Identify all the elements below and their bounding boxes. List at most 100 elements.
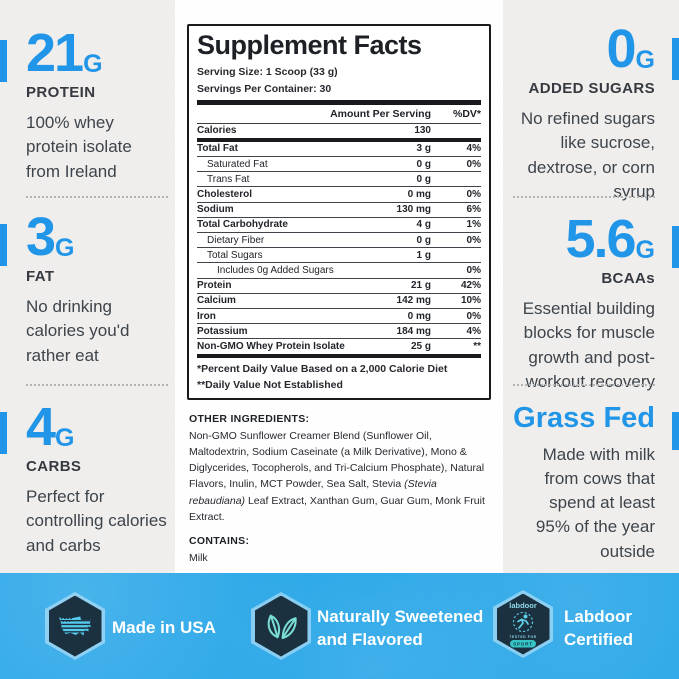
row-amount: 0 mg bbox=[407, 189, 431, 201]
stat-grass-fed: Grass Fed Made with milk from cows that … bbox=[513, 404, 655, 564]
row-amount: 130 bbox=[414, 125, 431, 137]
badge-label-usa: Made in USA bbox=[112, 618, 216, 637]
stat-number: 3 bbox=[26, 207, 56, 267]
badge-label-labdoor: Labdoor Certified bbox=[564, 607, 633, 649]
row-name: Dietary Fiber bbox=[207, 234, 265, 246]
labdoor-badge-icon: labdoor TESTED FOR SPORT bbox=[509, 601, 537, 648]
dotted-divider bbox=[513, 384, 655, 386]
row-amount: 0 g bbox=[416, 158, 431, 170]
table-row: Trans Fat 0 g bbox=[197, 172, 481, 188]
row-dv: ** bbox=[473, 340, 481, 352]
leaves-icon bbox=[267, 614, 297, 640]
row-amount: 184 mg bbox=[396, 325, 431, 337]
row-dv: 4% bbox=[466, 143, 481, 155]
table-row: Protein 21 g 42% bbox=[197, 279, 481, 294]
stat-value: 5.6 G bbox=[513, 212, 655, 266]
row-amount: 3 g bbox=[416, 143, 431, 155]
stat-value: 0 G bbox=[513, 19, 656, 79]
edge-accent-tab bbox=[672, 38, 679, 80]
table-row: Total Sugars 1 g bbox=[197, 248, 481, 264]
row-amount: 25 g bbox=[410, 340, 431, 352]
stat-carbs: 4 G CARBS Perfect for controlling calori… bbox=[26, 397, 168, 558]
stat-value: 21 G bbox=[26, 23, 168, 83]
stat-unit: G bbox=[635, 45, 655, 74]
row-name: Trans Fat bbox=[207, 173, 250, 185]
table-row: Sodium 130 mg 6% bbox=[197, 203, 481, 218]
row-dv: 4% bbox=[466, 325, 481, 337]
row-name: Total Sugars bbox=[207, 249, 263, 261]
stat-label: FAT bbox=[26, 268, 55, 286]
svg-text:SPORT: SPORT bbox=[513, 642, 533, 647]
stat-unit: G bbox=[83, 49, 103, 78]
row-dv: 0% bbox=[466, 158, 481, 170]
table-row: Potassium 184 mg 4% bbox=[197, 324, 481, 340]
row-name: Protein bbox=[197, 280, 232, 292]
svg-text:labdoor: labdoor bbox=[509, 601, 537, 610]
footer-band: Made in USA Naturally Sweetened and Flav… bbox=[0, 573, 679, 679]
row-dv: 10% bbox=[460, 295, 481, 307]
ingredients-part1: Non-GMO Sunflower Creamer Blend (Sunflow… bbox=[189, 429, 485, 491]
row-amount: 0 g bbox=[416, 234, 431, 246]
row-dv: 0% bbox=[466, 310, 481, 322]
dotted-divider bbox=[26, 384, 168, 386]
stat-description: No refined sugars like sucrose, dextrose… bbox=[520, 109, 655, 201]
table-row: Total Fat 3 g 4% bbox=[197, 142, 481, 158]
stat-fat: 3 G FAT No drinking calories you'd rathe… bbox=[26, 207, 168, 368]
table-row: Saturated Fat 0 g 0% bbox=[197, 157, 481, 173]
table-row: Dietary Fiber 0 g 0% bbox=[197, 233, 481, 249]
stat-value: 3 G bbox=[26, 207, 168, 267]
badge-label-naturally-sweetened: Naturally Sweetened and Flavored bbox=[317, 607, 484, 649]
edge-accent-tab bbox=[672, 226, 679, 268]
table-row: Cholesterol 0 mg 0% bbox=[197, 187, 481, 203]
hexagon bbox=[48, 595, 102, 657]
stat-description: Essential building blocks for muscle gro… bbox=[522, 299, 655, 391]
row-name: Potassium bbox=[197, 325, 248, 337]
col-amount-header: Amount Per Serving bbox=[330, 107, 431, 120]
badge-naturally-sweetened bbox=[251, 592, 311, 660]
footnote-dv: *Percent Daily Value Based on a 2,000 Ca… bbox=[197, 362, 448, 375]
footnote-not-established: **Daily Value Not Established bbox=[197, 378, 343, 391]
table-row: Non-GMO Whey Protein Isolate 25 g ** bbox=[197, 339, 481, 353]
supplement-facts-panel: Supplement Facts Serving Size: 1 Scoop (… bbox=[187, 24, 491, 400]
dotted-divider bbox=[513, 196, 655, 198]
stat-number: 0 bbox=[606, 19, 637, 79]
hexagon: labdoor TESTED FOR SPORT bbox=[496, 593, 550, 655]
stat-unit: G bbox=[55, 423, 75, 452]
row-name: Non-GMO Whey Protein Isolate bbox=[197, 340, 345, 352]
row-amount: 1 g bbox=[416, 249, 431, 261]
row-dv: 1% bbox=[466, 219, 481, 231]
stat-label: CARBS bbox=[26, 458, 82, 476]
contains-text: Milk bbox=[189, 552, 208, 565]
table-header: Amount Per Serving %DV* bbox=[197, 105, 481, 124]
edge-accent-tab bbox=[0, 224, 7, 266]
stat-number: 4 bbox=[26, 397, 56, 457]
row-name: Sodium bbox=[197, 204, 234, 216]
stat-description: No drinking calories you'd rather eat bbox=[26, 297, 130, 365]
row-amount: 4 g bbox=[416, 219, 431, 231]
row-dv: 6% bbox=[466, 204, 481, 216]
col-dv-header: %DV* bbox=[452, 107, 481, 120]
table-row: Iron 0 mg 0% bbox=[197, 309, 481, 325]
stat-label: BCAAs bbox=[601, 270, 655, 288]
edge-accent-tab bbox=[0, 412, 7, 454]
stat-description: Made with milk from cows that spend at l… bbox=[535, 445, 655, 561]
stat-label: PROTEIN bbox=[26, 84, 96, 102]
row-amount: 21 g bbox=[410, 280, 431, 292]
stat-description: 100% whey protein isolate from Ireland bbox=[26, 113, 132, 181]
stat-value: 4 G bbox=[26, 397, 168, 457]
divider-bar bbox=[197, 353, 481, 358]
contains-heading: CONTAINS: bbox=[189, 535, 250, 548]
stat-number: 21 bbox=[26, 23, 84, 83]
row-name: Cholesterol bbox=[197, 189, 253, 201]
row-name: Total Fat bbox=[197, 143, 238, 155]
table-row: Includes 0g Added Sugars 0% bbox=[197, 263, 481, 279]
row-amount: 0 mg bbox=[407, 310, 431, 322]
stat-unit: G bbox=[635, 235, 655, 264]
row-name: Saturated Fat bbox=[207, 158, 268, 170]
svg-text:TESTED FOR: TESTED FOR bbox=[509, 635, 536, 639]
row-amount: 130 mg bbox=[396, 204, 431, 216]
stat-label: ADDED SUGARS bbox=[528, 80, 655, 98]
panel-title: Supplement Facts bbox=[197, 30, 422, 60]
serving-size: Serving Size: 1 Scoop (33 g) bbox=[197, 65, 338, 78]
